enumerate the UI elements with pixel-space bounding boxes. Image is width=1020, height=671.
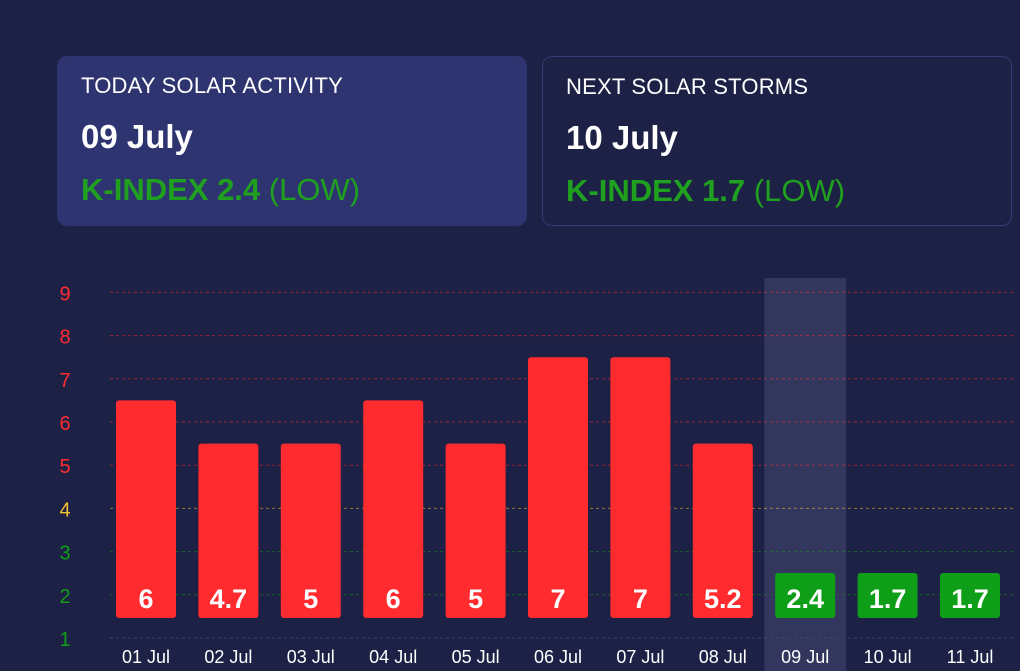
next-date: 10 July <box>566 119 678 156</box>
bar <box>610 357 671 618</box>
x-tick-label: 03 Jul <box>287 647 335 667</box>
y-tick-label: 2 <box>59 586 70 608</box>
x-tick-label: 02 Jul <box>204 647 252 667</box>
next-storms-label: NEXT SOLAR STORMS <box>566 74 809 99</box>
today-date: 09 July <box>81 118 193 155</box>
bar-value-label: 5 <box>303 584 318 614</box>
x-tick-label: 04 Jul <box>369 647 417 667</box>
next-k-value: K-INDEX 1.7 <box>566 173 746 208</box>
bar-value-label: 7 <box>633 584 648 614</box>
bar-value-label: 1.7 <box>869 584 907 614</box>
bar-value-label: 7 <box>550 584 565 614</box>
x-tick-label: 07 Jul <box>616 647 664 667</box>
bar <box>528 357 588 618</box>
x-tick-label: 05 Jul <box>452 647 500 667</box>
x-tick-label: 06 Jul <box>534 647 582 667</box>
bar-value-label: 4.7 <box>210 584 248 614</box>
x-tick-label: 08 Jul <box>699 647 747 667</box>
today-activity-label: TODAY SOLAR ACTIVITY <box>81 73 343 98</box>
x-tick-label: 01 Jul <box>122 647 170 667</box>
bar <box>363 400 424 618</box>
today-k-level: (LOW) <box>268 172 361 207</box>
bar-value-label: 1.7 <box>951 584 989 614</box>
y-tick-label: 9 <box>59 283 70 305</box>
y-tick-label: 4 <box>59 499 70 521</box>
next-storms-card: NEXT SOLAR STORMS 10 July K-INDEX 1.7 (L… <box>542 56 1012 226</box>
bar-value-label: 6 <box>138 584 153 614</box>
bar-value-label: 2.4 <box>786 584 824 614</box>
x-tick-label: 10 Jul <box>864 647 912 667</box>
bar <box>280 443 341 618</box>
bar <box>940 573 1000 618</box>
bar <box>775 573 836 618</box>
today-k-value: K-INDEX 2.4 <box>81 172 261 207</box>
today-k-index: K-INDEX 2.4 (LOW) <box>81 172 360 208</box>
y-tick-label: 8 <box>59 327 70 349</box>
bar-value-label: 5 <box>468 584 483 614</box>
bar <box>857 573 918 618</box>
y-tick-label: 7 <box>59 370 70 392</box>
bar-value-label: 5.2 <box>704 584 742 614</box>
next-k-index: K-INDEX 1.7 (LOW) <box>566 173 845 209</box>
y-tick-label: 6 <box>59 413 70 435</box>
y-tick-label: 3 <box>59 543 70 565</box>
today-activity-card: TODAY SOLAR ACTIVITY 09 July K-INDEX 2.4… <box>57 56 527 226</box>
x-tick-label: 11 Jul <box>947 647 994 667</box>
next-k-level: (LOW) <box>753 173 846 208</box>
y-tick-label: 1 <box>59 629 70 651</box>
bar <box>116 400 176 618</box>
y-tick-label: 5 <box>59 456 70 478</box>
x-tick-label: 09 Jul <box>781 647 829 667</box>
bar <box>198 443 259 618</box>
bar <box>692 443 753 618</box>
bar <box>445 443 506 618</box>
bar-value-label: 6 <box>386 584 401 614</box>
